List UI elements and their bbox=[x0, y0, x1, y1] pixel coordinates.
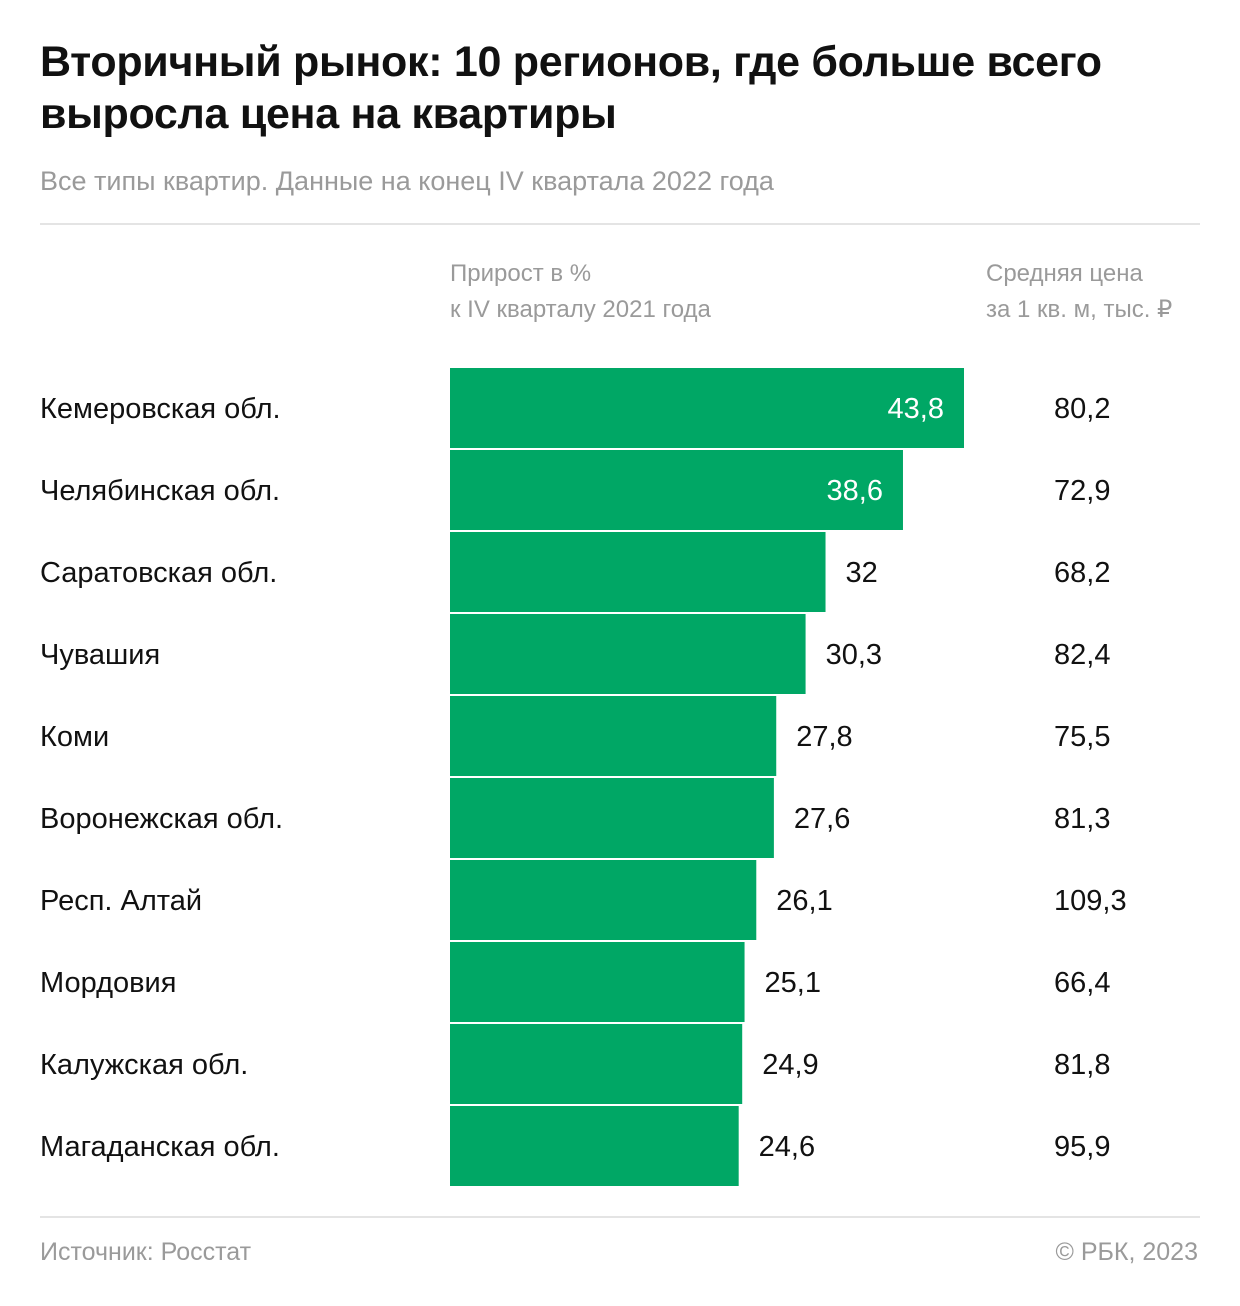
category-label: Коми bbox=[40, 721, 109, 753]
price-label: 72,9 bbox=[1054, 475, 1110, 507]
growth-header-line1: Прирост в % bbox=[450, 260, 592, 287]
value-label: 27,6 bbox=[794, 803, 850, 835]
bar bbox=[450, 1024, 743, 1104]
price-label: 66,4 bbox=[1054, 967, 1110, 999]
bar bbox=[450, 942, 745, 1022]
category-label: Калужская обл. bbox=[40, 1049, 248, 1081]
value-label: 32 bbox=[846, 557, 878, 589]
category-label: Челябинская обл. bbox=[40, 475, 280, 507]
category-label: Респ. Алтай bbox=[40, 885, 202, 917]
value-label: 27,8 bbox=[796, 721, 852, 753]
value-label: 43,8 bbox=[888, 393, 944, 425]
bar bbox=[450, 1106, 739, 1186]
value-label: 25,1 bbox=[765, 967, 821, 999]
bar bbox=[450, 860, 757, 940]
value-label: 24,6 bbox=[759, 1131, 815, 1163]
price-header-line1: Средняя цена bbox=[986, 260, 1143, 287]
category-label: Чувашия bbox=[40, 639, 160, 671]
value-label: 24,9 bbox=[762, 1049, 818, 1081]
source-note: Источник: Росстат bbox=[40, 1238, 252, 1266]
top-divider bbox=[40, 223, 1200, 225]
price-label: 82,4 bbox=[1054, 639, 1110, 671]
category-label: Саратовская обл. bbox=[40, 557, 277, 589]
price-label: 80,2 bbox=[1054, 393, 1110, 425]
bar bbox=[450, 532, 826, 612]
value-label: 26,1 bbox=[776, 885, 832, 917]
category-label: Магаданская обл. bbox=[40, 1131, 280, 1163]
bottom-divider bbox=[40, 1216, 1200, 1218]
copyright: © РБК, 2023 bbox=[1055, 1238, 1198, 1266]
bar bbox=[450, 696, 777, 776]
bar bbox=[450, 368, 964, 448]
growth-column-header: Прирост в % к IV кварталу 2021 года bbox=[450, 256, 711, 328]
price-label: 109,3 bbox=[1054, 885, 1127, 917]
price-label: 81,3 bbox=[1054, 803, 1110, 835]
price-label: 75,5 bbox=[1054, 721, 1110, 753]
category-label: Кемеровская обл. bbox=[40, 393, 281, 425]
bar bbox=[450, 778, 774, 858]
bar bbox=[450, 450, 903, 530]
category-label: Воронежская обл. bbox=[40, 803, 283, 835]
chart-title: Вторичный рынок: 10 регионов, где больше… bbox=[40, 38, 1102, 138]
price-header-line2: за 1 кв. м, тыс. ₽ bbox=[986, 296, 1173, 323]
bar bbox=[450, 614, 806, 694]
value-label: 30,3 bbox=[826, 639, 882, 671]
price-column-header: Средняя цена за 1 кв. м, тыс. ₽ bbox=[986, 256, 1172, 328]
price-label: 68,2 bbox=[1054, 557, 1110, 589]
price-label: 95,9 bbox=[1054, 1131, 1110, 1163]
chart-subtitle: Все типы квартир. Данные на конец IV ква… bbox=[40, 166, 774, 196]
price-label: 81,8 bbox=[1054, 1049, 1110, 1081]
value-label: 38,6 bbox=[827, 475, 883, 507]
category-label: Мордовия bbox=[40, 967, 176, 999]
growth-header-line2: к IV кварталу 2021 года bbox=[450, 296, 711, 323]
